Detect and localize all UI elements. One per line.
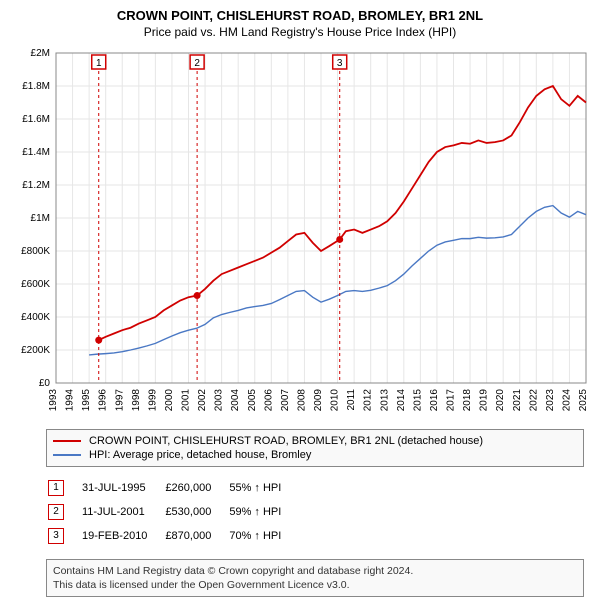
marker-number-box: 3 <box>48 528 64 544</box>
marker-delta: 55% ↑ HPI <box>229 477 297 499</box>
legend-label: HPI: Average price, detached house, Brom… <box>89 449 311 461</box>
legend-swatch <box>53 440 81 442</box>
svg-text:1994: 1994 <box>65 389 76 412</box>
svg-text:£1.6M: £1.6M <box>22 114 50 125</box>
svg-text:1: 1 <box>96 58 102 69</box>
svg-text:2021: 2021 <box>512 389 523 412</box>
marker-row: 1 31-JUL-1995£260,00055% ↑ HPI <box>48 477 297 499</box>
svg-text:£800K: £800K <box>21 246 50 257</box>
line-chart-svg: £0 £200K £400K £600K £800K £1M £1.2M £1.4M £1.6M… <box>6 43 594 423</box>
svg-text:2016: 2016 <box>429 389 440 412</box>
svg-text:2007: 2007 <box>280 389 291 412</box>
svg-text:£2M: £2M <box>31 48 50 59</box>
marker-row: 2 11-JUL-2001£530,00059% ↑ HPI <box>48 501 297 523</box>
svg-text:2014: 2014 <box>396 389 407 412</box>
marker-date: 11-JUL-2001 <box>82 501 163 523</box>
svg-text:2019: 2019 <box>479 389 490 412</box>
chart-container: CROWN POINT, CHISLEHURST ROAD, BROMLEY, … <box>0 0 600 603</box>
svg-text:1997: 1997 <box>114 389 125 412</box>
svg-text:1998: 1998 <box>131 389 142 412</box>
svg-text:2011: 2011 <box>346 389 357 411</box>
svg-text:1995: 1995 <box>81 389 92 412</box>
marker-price: £870,000 <box>165 525 227 547</box>
svg-text:2003: 2003 <box>214 389 225 412</box>
markers-table: 1 31-JUL-1995£260,00055% ↑ HPI 2 11-JUL-200… <box>46 475 299 549</box>
title-line2: Price paid vs. HM Land Registry's House … <box>6 25 594 39</box>
svg-text:2012: 2012 <box>363 389 374 412</box>
marker-price: £260,000 <box>165 477 227 499</box>
svg-text:2025: 2025 <box>578 389 589 412</box>
svg-text:£0: £0 <box>39 378 51 389</box>
svg-text:2009: 2009 <box>313 389 324 412</box>
legend-label: CROWN POINT, CHISLEHURST ROAD, BROMLEY, … <box>89 435 483 447</box>
svg-text:1993: 1993 <box>48 389 59 412</box>
svg-text:£1.2M: £1.2M <box>22 180 50 191</box>
legend-swatch <box>53 454 81 456</box>
marker-delta: 59% ↑ HPI <box>229 501 297 523</box>
svg-text:£200K: £200K <box>21 345 50 356</box>
marker-date: 19-FEB-2010 <box>82 525 163 547</box>
svg-text:2006: 2006 <box>263 389 274 412</box>
marker-delta: 70% ↑ HPI <box>229 525 297 547</box>
svg-text:£1.4M: £1.4M <box>22 147 50 158</box>
svg-text:2023: 2023 <box>545 389 556 412</box>
legend-box: CROWN POINT, CHISLEHURST ROAD, BROMLEY, … <box>46 429 584 467</box>
marker-number-box: 1 <box>48 480 64 496</box>
title-line1: CROWN POINT, CHISLEHURST ROAD, BROMLEY, … <box>6 8 594 23</box>
svg-text:2015: 2015 <box>412 389 423 412</box>
legend-item: HPI: Average price, detached house, Brom… <box>53 448 577 462</box>
svg-text:2020: 2020 <box>495 389 506 412</box>
svg-text:2000: 2000 <box>164 389 175 412</box>
marker-price: £530,000 <box>165 501 227 523</box>
svg-text:£600K: £600K <box>21 279 50 290</box>
svg-text:1996: 1996 <box>98 389 109 412</box>
svg-text:£1.8M: £1.8M <box>22 81 50 92</box>
svg-text:3: 3 <box>337 58 343 69</box>
svg-text:2008: 2008 <box>296 389 307 412</box>
svg-text:2001: 2001 <box>181 389 192 412</box>
svg-text:2022: 2022 <box>528 389 539 412</box>
svg-text:2024: 2024 <box>561 389 572 412</box>
footer-line1: Contains HM Land Registry data © Crown c… <box>53 564 577 578</box>
svg-text:2013: 2013 <box>379 389 390 412</box>
svg-text:2017: 2017 <box>446 389 457 412</box>
svg-text:2002: 2002 <box>197 389 208 412</box>
svg-text:2010: 2010 <box>330 389 341 412</box>
marker-row: 3 19-FEB-2010£870,00070% ↑ HPI <box>48 525 297 547</box>
marker-date: 31-JUL-1995 <box>82 477 163 499</box>
footer-line2: This data is licensed under the Open Gov… <box>53 578 577 592</box>
title-block: CROWN POINT, CHISLEHURST ROAD, BROMLEY, … <box>6 8 594 39</box>
svg-text:£400K: £400K <box>21 312 50 323</box>
chart-area: £0 £200K £400K £600K £800K £1M £1.2M £1.4M £1.6M… <box>6 43 594 423</box>
svg-text:£1M: £1M <box>31 213 50 224</box>
legend-item: CROWN POINT, CHISLEHURST ROAD, BROMLEY, … <box>53 434 577 448</box>
svg-text:2004: 2004 <box>230 389 241 412</box>
footer-box: Contains HM Land Registry data © Crown c… <box>46 559 584 597</box>
svg-text:1999: 1999 <box>147 389 158 412</box>
svg-text:2005: 2005 <box>247 389 258 412</box>
svg-text:2: 2 <box>194 58 200 69</box>
marker-number-box: 2 <box>48 504 64 520</box>
svg-text:2018: 2018 <box>462 389 473 412</box>
